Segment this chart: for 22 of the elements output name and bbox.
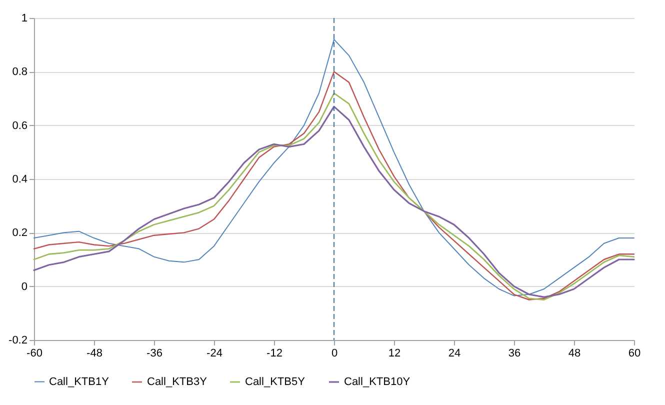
x-tick-label: -12 xyxy=(266,348,282,360)
x-tick-label: -36 xyxy=(146,348,162,360)
legend-label: Call_KTB10Y xyxy=(344,376,411,388)
x-tick-label: 36 xyxy=(508,348,521,360)
legend-label: Call_KTB5Y xyxy=(245,376,306,388)
legend-label: Call_KTB1Y xyxy=(49,376,110,388)
x-tick-label: 24 xyxy=(448,348,461,360)
y-tick-label: -0.2 xyxy=(8,334,28,346)
x-tick-label: -60 xyxy=(26,348,42,360)
y-tick-label: 0.4 xyxy=(12,174,28,186)
x-tick-label: 0 xyxy=(331,348,338,360)
x-tick-label: 48 xyxy=(568,348,581,360)
legend-label: Call_KTB3Y xyxy=(147,376,208,388)
x-tick-label: -48 xyxy=(86,348,102,360)
x-tick-label: 60 xyxy=(628,348,641,360)
y-tick-label: 0.6 xyxy=(12,120,28,132)
y-tick-label: 0 xyxy=(21,280,28,293)
x-tick-label: -24 xyxy=(206,348,222,360)
y-tick-label: 1 xyxy=(21,12,28,24)
y-tick-label: 0.8 xyxy=(12,66,28,78)
y-tick-label: 0.2 xyxy=(12,227,28,240)
x-tick-label: 12 xyxy=(388,348,401,360)
